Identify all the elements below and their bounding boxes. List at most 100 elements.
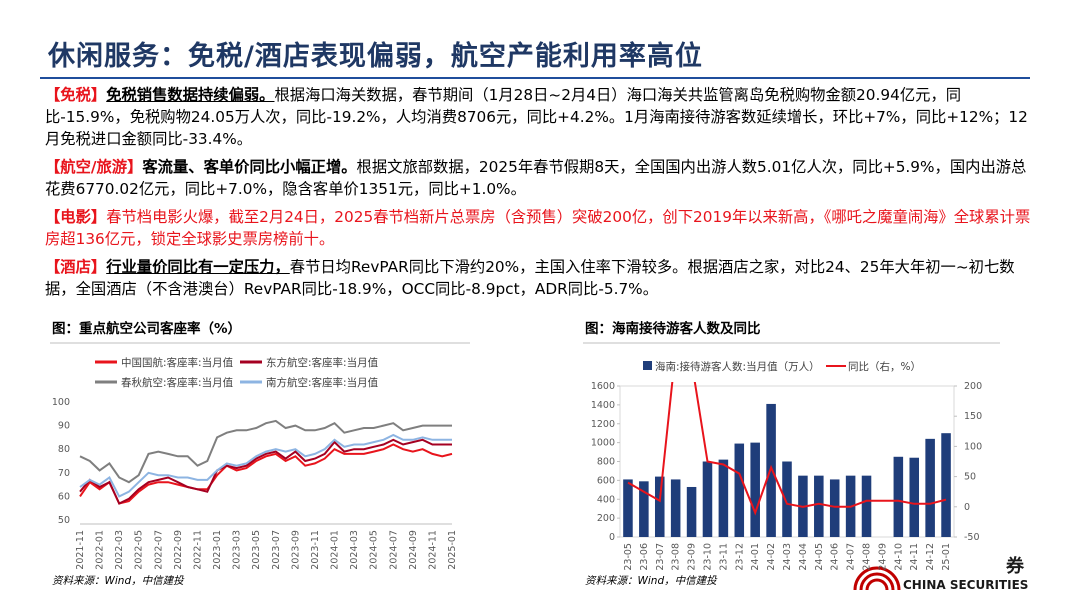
tag: 【免税】 [45, 86, 107, 104]
y2-tick-label: 50 [964, 472, 976, 483]
x-tick-label: 24-07 [846, 543, 857, 571]
logo-text: CHINA SECURITIES [903, 578, 1028, 592]
x-tick-label: 2023-09 [290, 530, 301, 570]
y-tick-label: 50 [58, 515, 70, 526]
bar [734, 443, 745, 537]
y2-tick-label: 150 [964, 411, 982, 422]
body: 春节日均RevPAR同比下滑约20%，主国入住率下滑较多。根据酒店之家，对比24… [45, 258, 1015, 298]
x-tick-label: 23-11 [718, 543, 729, 571]
bar [654, 476, 665, 537]
bar [941, 433, 951, 537]
paragraph: 【电影】春节档电影火爆，截至2月24日，2025春节档新片总票房（含预售）突破2… [45, 206, 1035, 250]
x-tick-label: 24-10 [893, 543, 904, 571]
x-tick-label: 24-05 [814, 543, 825, 571]
bar [829, 479, 840, 537]
x-tick-label: 2024-01 [330, 530, 341, 570]
x-tick-label: 24-03 [782, 543, 793, 571]
x-tick-label: 23-06 [639, 543, 650, 571]
x-tick-label: 2022-11 [192, 530, 203, 570]
bar [750, 442, 760, 537]
legend-label: 南方航空:客座率:当月值 [266, 376, 379, 389]
x-tick-label: 24-09 [877, 543, 888, 571]
tag: 【酒店】 [45, 258, 107, 276]
bar [639, 481, 649, 537]
legend-swatch [643, 361, 652, 370]
y-tick-label: 90 [58, 421, 70, 432]
bar [814, 475, 824, 537]
bar [686, 486, 697, 537]
line-series [79, 443, 453, 505]
y-tick-label: 70 [58, 468, 70, 479]
y-tick-label: 1600 [591, 381, 615, 392]
x-tick-label: 2024-03 [349, 530, 360, 570]
x-tick-label: 2022-03 [114, 530, 125, 570]
y-tick-label: 200 [597, 513, 615, 524]
x-tick-label: 23-12 [734, 543, 745, 571]
tag: 【电影】 [45, 208, 107, 226]
y-tick-label: 60 [58, 491, 70, 502]
bar [623, 479, 633, 537]
x-tick-label: 23-08 [671, 543, 682, 571]
y2-tick-label: 200 [964, 381, 982, 392]
y-tick-label: 400 [597, 494, 615, 505]
x-tick-label: 23-05 [623, 543, 634, 571]
x-tick-label: 2023-03 [232, 530, 243, 570]
y-tick-label: 1000 [591, 438, 615, 449]
body: 根据文旅部数据，2025年春节假期8天，全国国内出游人数5.01亿人次，同比+5… [45, 158, 1027, 198]
y2-tick-label: -50 [964, 532, 980, 543]
legend-label: 中国国航:客座率:当月值 [121, 356, 234, 369]
legend-label: 同比（右，%） [848, 360, 921, 373]
bar [670, 479, 681, 537]
body: 根据海口海关数据，春节期间（1月28日~2月4日）海口海关共监管离岛免税购物金额… [45, 86, 1028, 148]
title-rule [40, 77, 1030, 79]
bar [893, 456, 904, 537]
x-tick-label: 23-10 [702, 543, 713, 571]
source: 资料来源：Wind，中信建投 [52, 575, 185, 587]
line-series [627, 382, 947, 516]
y-tick-label: 80 [58, 444, 70, 455]
y-tick-label: 1200 [591, 419, 615, 430]
slide-title: 休闲服务：免税/酒店表现偏弱，航空产能利用率高位 [48, 41, 703, 72]
y-tick-label: 600 [597, 475, 615, 486]
x-tick-label: 24-04 [798, 543, 809, 571]
bar [782, 461, 792, 537]
legend-label: 海南:接待游客人数:当月值（万人） [655, 360, 820, 373]
x-tick-label: 2022-05 [134, 530, 145, 570]
tag: 【航空/旅游】 [45, 158, 143, 176]
x-tick-label: 2023-11 [310, 530, 321, 570]
legend-label: 春秋航空:客座率:当月值 [121, 376, 234, 389]
y-tick-label: 0 [609, 532, 615, 543]
chart-title: 图：海南接待游客人数及同比 [585, 320, 761, 337]
chart-title: 图：重点航空公司客座率（%） [52, 320, 241, 337]
x-tick-label: 2025-01 [447, 530, 458, 570]
lead: 客流量、客单价同比小幅正增。 [142, 158, 357, 176]
line-series [79, 433, 452, 498]
y-tick-label: 1400 [591, 400, 615, 411]
x-tick-label: 2022-01 [95, 530, 106, 570]
x-tick-label: 24-12 [925, 543, 936, 571]
paragraph: 【酒店】行业量价同比有一定压力，春节日均RevPAR同比下滑约20%，主国入住率… [45, 256, 1035, 300]
y2-tick-label: 100 [964, 441, 982, 452]
y2-tick-label: 0 [964, 502, 970, 513]
y-tick-label: 800 [597, 457, 615, 468]
source: 资料来源：Wind，中信建投 [585, 575, 718, 587]
lead: 行业量价同比有一定压力， [106, 258, 290, 276]
line-series [79, 438, 452, 505]
x-tick-label: 24-01 [750, 543, 761, 571]
x-tick-label: 2022-09 [173, 530, 184, 570]
x-tick-label: 24-06 [830, 543, 841, 571]
paragraph: 【航空/旅游】客流量、客单价同比小幅正增。根据文旅部数据，2025年春节假期8天… [45, 156, 1035, 200]
x-tick-label: 2023-05 [251, 530, 262, 570]
bar [718, 459, 729, 537]
legend-label: 东方航空:客座率:当月值 [266, 356, 379, 369]
x-tick-label: 24-11 [909, 543, 920, 571]
logo: CHINA SECURITIES 券 [853, 555, 1028, 592]
line-series [79, 419, 452, 484]
plot-area [623, 382, 951, 537]
body: 春节档电影火爆，截至2月24日，2025春节档新片总票房（含预售）突破200亿，… [45, 208, 1031, 248]
x-tick-label: 23-09 [687, 543, 698, 571]
paragraph: 【免税】免税销售数据持续偏弱。根据海口海关数据，春节期间（1月28日~2月4日）… [45, 84, 1035, 150]
bar [925, 438, 935, 537]
